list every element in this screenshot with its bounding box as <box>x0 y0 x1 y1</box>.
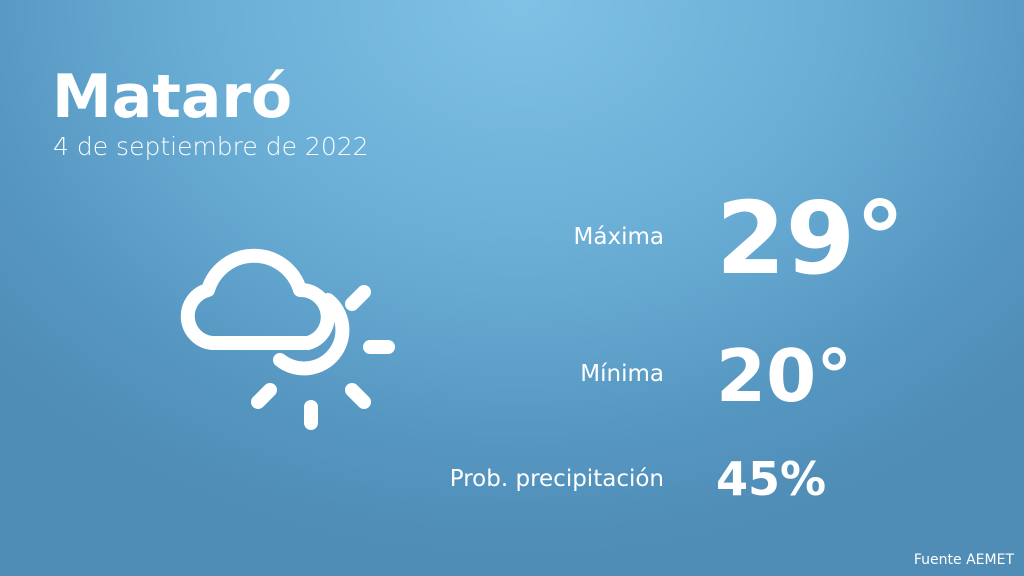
min-label: Mínima <box>580 361 664 387</box>
max-label: Máxima <box>573 224 664 250</box>
precip-value: 45% <box>716 452 827 506</box>
source-credit: Fuente AEMET <box>913 552 1014 568</box>
forecast-date: 4 de septiembre de 2022 <box>53 132 369 161</box>
min-value: 20° <box>716 334 853 418</box>
precip-label: Prob. precipitación <box>449 466 664 492</box>
max-value: 29° <box>716 180 906 297</box>
city-name: Mataró <box>52 62 293 132</box>
